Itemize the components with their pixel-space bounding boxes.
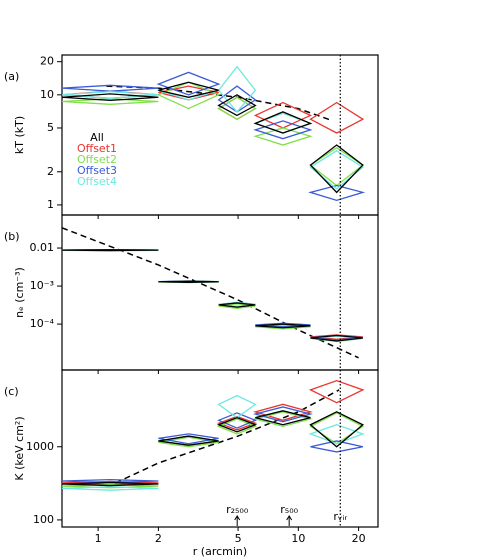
panel-label: (b): [4, 230, 20, 243]
y-axis-label: kT (kT): [13, 116, 26, 154]
legend-entry: Offset4: [77, 175, 117, 188]
data-diamond: [61, 90, 159, 99]
data-diamond: [253, 101, 313, 129]
data-diamond: [310, 334, 363, 340]
data-diamond: [216, 415, 258, 431]
x-tick-label: 2: [155, 532, 162, 545]
y-tick-label: 10: [40, 88, 54, 101]
panel-frame: [61, 54, 379, 216]
annotation: rᵥᵢᵣ: [333, 510, 347, 523]
panel-label: (c): [4, 385, 19, 398]
model-line: [61, 227, 359, 359]
legend-entry: Offset1: [77, 142, 117, 155]
data-diamond: [308, 184, 366, 202]
y-axis-label: nₑ (cm⁻³): [13, 267, 26, 318]
data-diamond: [61, 481, 159, 487]
data-diamond: [309, 144, 364, 194]
data-diamond: [217, 65, 257, 113]
data-diamond: [253, 127, 313, 146]
data-diamond: [158, 81, 219, 98]
data-diamond: [61, 249, 159, 252]
data-diamond: [309, 412, 365, 445]
data-diamond: [217, 96, 257, 121]
data-diamond: [253, 403, 313, 421]
x-tick-label: 5: [235, 532, 242, 545]
data-diamond: [156, 71, 221, 96]
x-axis-label: r (arcmin): [193, 545, 247, 558]
data-diamond: [61, 93, 159, 102]
data-diamond: [255, 322, 311, 328]
data-diamond: [252, 411, 314, 428]
annotation: r₅₀₀: [280, 503, 298, 516]
data-diamond: [217, 85, 257, 113]
legend-entry: Offset2: [77, 153, 117, 166]
y-tick-label: 20: [40, 55, 54, 68]
data-diamond: [61, 98, 159, 105]
legend-entry: All: [90, 131, 104, 144]
x-tick-label: 1: [95, 532, 102, 545]
data-diamond: [255, 410, 311, 426]
data-diamond: [156, 81, 221, 110]
y-tick-label: 10⁻³: [30, 279, 54, 292]
panel-frame: [61, 369, 379, 528]
data-diamond: [309, 411, 365, 448]
y-tick-label: 100: [33, 513, 54, 526]
data-diamond: [253, 120, 313, 140]
data-diamond: [61, 84, 159, 92]
x-tick-label: 10: [291, 532, 305, 545]
data-diamond: [216, 418, 258, 435]
arrow-head: [286, 515, 293, 521]
arrow-head: [234, 515, 241, 521]
model-line: [106, 389, 340, 488]
legend-entry: Offset3: [77, 164, 117, 177]
data-diamond: [310, 440, 363, 453]
y-tick-label: 1000: [26, 440, 54, 453]
x-tick-label: 20: [352, 532, 366, 545]
data-diamond: [309, 101, 365, 134]
annotation: r₂₅₀₀: [226, 503, 249, 516]
data-diamond: [216, 416, 258, 433]
data-diamond: [158, 85, 219, 101]
data-diamond: [158, 280, 219, 284]
data-diamond: [217, 94, 257, 117]
data-diamond: [309, 150, 364, 190]
data-diamond: [308, 424, 365, 445]
data-diamond: [255, 323, 311, 329]
y-tick-label: 2: [47, 165, 54, 178]
data-diamond: [253, 112, 313, 134]
data-diamond: [158, 435, 219, 446]
data-diamond: [252, 406, 313, 423]
data-diamond: [61, 485, 159, 491]
data-diamond: [218, 302, 256, 308]
data-diamond: [253, 111, 313, 134]
data-diamond: [308, 380, 365, 404]
panel-label: (a): [4, 70, 19, 83]
data-diamond: [255, 410, 311, 426]
y-tick-label: 5: [47, 121, 54, 134]
data-diamond: [217, 394, 257, 419]
data-diamond: [158, 433, 219, 445]
y-axis-label: K (keV cm²): [13, 416, 26, 480]
y-tick-label: 0.01: [30, 241, 55, 254]
data-diamond: [61, 479, 159, 484]
data-diamond: [309, 147, 364, 187]
data-diamond: [218, 303, 256, 309]
y-tick-label: 10⁻⁴: [30, 317, 55, 330]
data-diamond: [158, 436, 219, 448]
y-tick-label: 1: [47, 198, 54, 211]
data-diamond: [216, 412, 258, 429]
data-diamond: [310, 334, 363, 342]
